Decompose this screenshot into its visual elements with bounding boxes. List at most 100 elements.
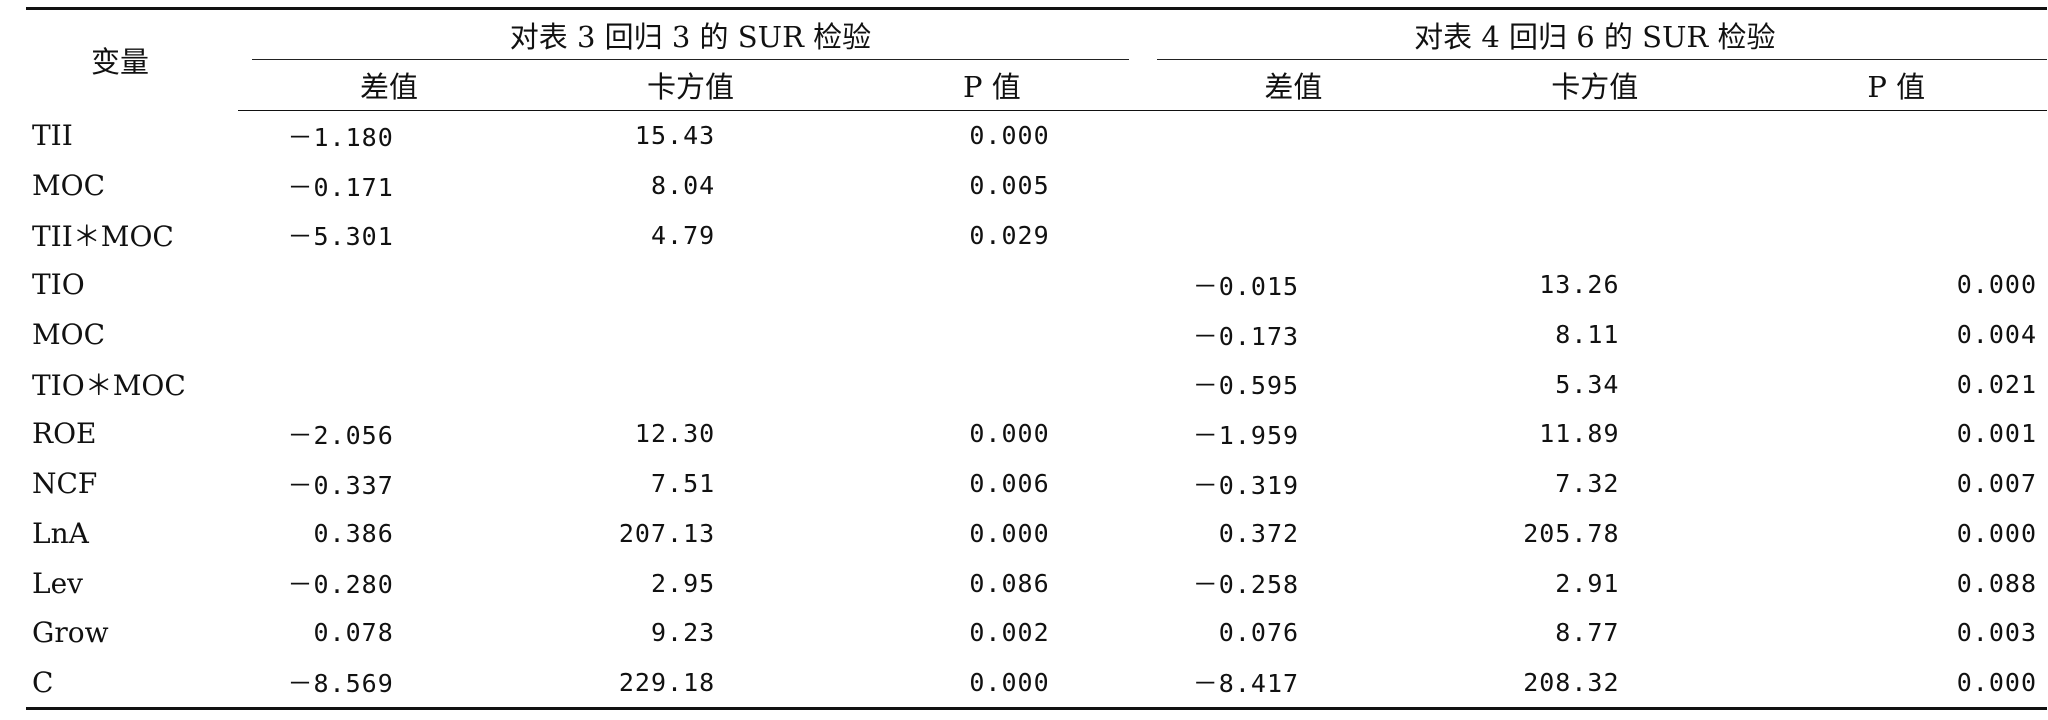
row-cell: 2.95: [650, 568, 716, 598]
row-cell: 0.000: [1956, 518, 2037, 548]
header-chi2-1: 卡方值: [539, 60, 842, 111]
row-cell: [540, 310, 841, 360]
row-cell: －1.180: [287, 122, 394, 152]
row-variable-name: TIO＊MOC: [32, 369, 186, 403]
header-diff-2: 差值: [1142, 60, 1445, 111]
row-cell: [1444, 111, 1745, 161]
row-cell: 0.004: [1956, 320, 2037, 350]
row-variable-name: LnA: [32, 516, 89, 550]
row-variable-name: Grow: [32, 616, 109, 650]
table-row: Grow 0.078 9.23 0.002 0.076 8.77 0.003: [26, 608, 2047, 658]
row-cell: 0.372: [1218, 518, 1300, 548]
row-cell: －0.015: [1192, 271, 1300, 301]
table-body: TII －1.180 15.43 0.000 MOC －0.171 8.04 0.005 TII…: [26, 111, 2047, 709]
row-cell: 0.078: [313, 618, 394, 648]
header-p-2: P 值: [1745, 60, 2047, 111]
row-cell: [1143, 210, 1444, 260]
table-row: Lev －0.280 2.95 0.086 －0.258 2.91 0.088: [26, 558, 2047, 608]
row-cell: －1.959: [1192, 420, 1300, 450]
row-cell: 4.79: [650, 220, 716, 250]
row-cell: 13.26: [1539, 270, 1620, 300]
header-variable: 变量: [91, 45, 150, 80]
row-cell: 208.32: [1523, 667, 1620, 697]
row-cell: [238, 359, 539, 409]
row-cell: [1746, 111, 2048, 161]
row-cell: 0.005: [969, 171, 1050, 201]
row-variable-name: Lev: [32, 566, 83, 600]
row-cell: 9.23: [650, 618, 716, 648]
row-cell: 2.91: [1555, 568, 1620, 598]
row-cell: －8.569: [287, 669, 394, 699]
row-cell: －0.280: [287, 570, 394, 600]
table-row: LnA 0.386 207.13 0.000 0.372 205.78 0.000: [26, 509, 2047, 559]
row-cell: 0.076: [1218, 618, 1300, 648]
row-cell: [1444, 210, 1745, 260]
row-cell: 0.000: [969, 121, 1050, 151]
row-cell: －0.319: [1192, 470, 1300, 500]
header-chi2-2: 卡方值: [1444, 60, 1746, 111]
row-variable-name: NCF: [32, 467, 98, 501]
row-cell: [841, 310, 1142, 360]
row-cell: 0.021: [1956, 369, 2037, 399]
row-cell: 0.006: [969, 469, 1050, 499]
row-cell: 0.000: [1956, 270, 2037, 300]
row-cell: 0.386: [313, 518, 394, 548]
row-cell: [1444, 161, 1745, 211]
header-group-regression-3: 对表 3 回归 3 的 SUR 检验: [238, 9, 1142, 60]
header-group-regression-6: 对表 4 回归 6 的 SUR 检验: [1143, 9, 2047, 60]
row-cell: －0.173: [1192, 321, 1300, 351]
row-variable-name: TIO: [32, 268, 85, 302]
row-cell: 8.04: [650, 171, 716, 201]
table-row: MOC －0.171 8.04 0.005: [26, 161, 2047, 211]
header-group-regression-3-label: 对表 3 回归 3 的 SUR 检验: [509, 20, 872, 54]
row-cell: －5.301: [287, 222, 394, 252]
row-cell: [841, 359, 1142, 409]
row-cell: 0.086: [969, 568, 1050, 598]
sur-test-table: 变量 对表 3 回归 3 的 SUR 检验 对表 4 回归 6 的 SUR 检验…: [26, 7, 2047, 711]
row-cell: －8.417: [1192, 669, 1300, 699]
row-cell: 0.002: [969, 618, 1050, 648]
row-cell: 0.003: [1956, 618, 2037, 648]
row-cell: －2.056: [287, 420, 394, 450]
table-row: TII －1.180 15.43 0.000: [26, 111, 2047, 161]
row-cell: －0.595: [1192, 371, 1300, 401]
row-cell: 7.32: [1555, 469, 1620, 499]
row-cell: －0.337: [287, 470, 394, 500]
row-cell: 11.89: [1539, 419, 1620, 449]
table-row: TIO －0.015 13.26 0.000: [26, 260, 2047, 310]
row-cell: [238, 310, 539, 360]
row-cell: 7.51: [650, 469, 716, 499]
row-cell: 0.007: [1956, 469, 2037, 499]
row-cell: 207.13: [618, 518, 716, 548]
row-cell: [540, 359, 841, 409]
row-cell: 8.11: [1555, 320, 1620, 350]
row-cell: [238, 260, 539, 310]
table-row: TII＊MOC －5.301 4.79 0.029: [26, 210, 2047, 260]
row-cell: 8.77: [1555, 618, 1620, 648]
row-variable-name: ROE: [32, 417, 97, 451]
row-cell: 12.30: [634, 419, 716, 449]
table-row: NCF －0.337 7.51 0.006 －0.319 7.32 0.007: [26, 459, 2047, 509]
row-cell: 205.78: [1523, 518, 1620, 548]
sur-test-table-container: 变量 对表 3 回归 3 的 SUR 检验 对表 4 回归 6 的 SUR 检验…: [26, 7, 2047, 711]
row-cell: 0.000: [969, 518, 1050, 548]
row-cell: 0.088: [1956, 568, 2037, 598]
row-cell: －0.171: [287, 172, 394, 202]
group-rule-right: [1156, 59, 2047, 60]
row-cell: 0.029: [969, 220, 1050, 250]
row-cell: 0.001: [1956, 419, 2037, 449]
row-cell: [1143, 161, 1444, 211]
table-header: 变量 对表 3 回归 3 的 SUR 检验 对表 4 回归 6 的 SUR 检验…: [26, 9, 2047, 111]
row-cell: 5.34: [1555, 369, 1620, 399]
table-row: C －8.569 229.18 0.000 －8.417 208.32 0.000: [26, 658, 2047, 709]
table-row: TIO＊MOC －0.595 5.34 0.021: [26, 359, 2047, 409]
table-row: ROE －2.056 12.30 0.000 －1.959 11.89 0.001: [26, 409, 2047, 459]
header-p-1: P 值: [841, 60, 1143, 111]
row-cell: 15.43: [634, 121, 716, 151]
row-cell: [1746, 161, 2048, 211]
row-cell: [540, 260, 841, 310]
row-variable-name: MOC: [32, 318, 106, 352]
row-cell: 229.18: [618, 667, 716, 697]
row-cell: [1143, 111, 1444, 161]
row-variable-name: TII: [32, 119, 73, 153]
